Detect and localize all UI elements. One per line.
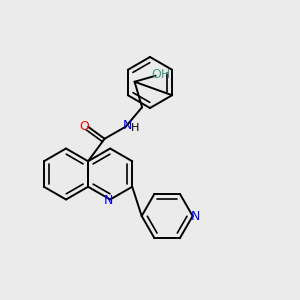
Text: OH: OH bbox=[152, 68, 171, 81]
Text: H: H bbox=[131, 123, 140, 133]
Text: N: N bbox=[104, 194, 113, 208]
Text: N: N bbox=[191, 209, 200, 223]
Text: N: N bbox=[122, 119, 132, 132]
Text: O: O bbox=[80, 120, 89, 133]
